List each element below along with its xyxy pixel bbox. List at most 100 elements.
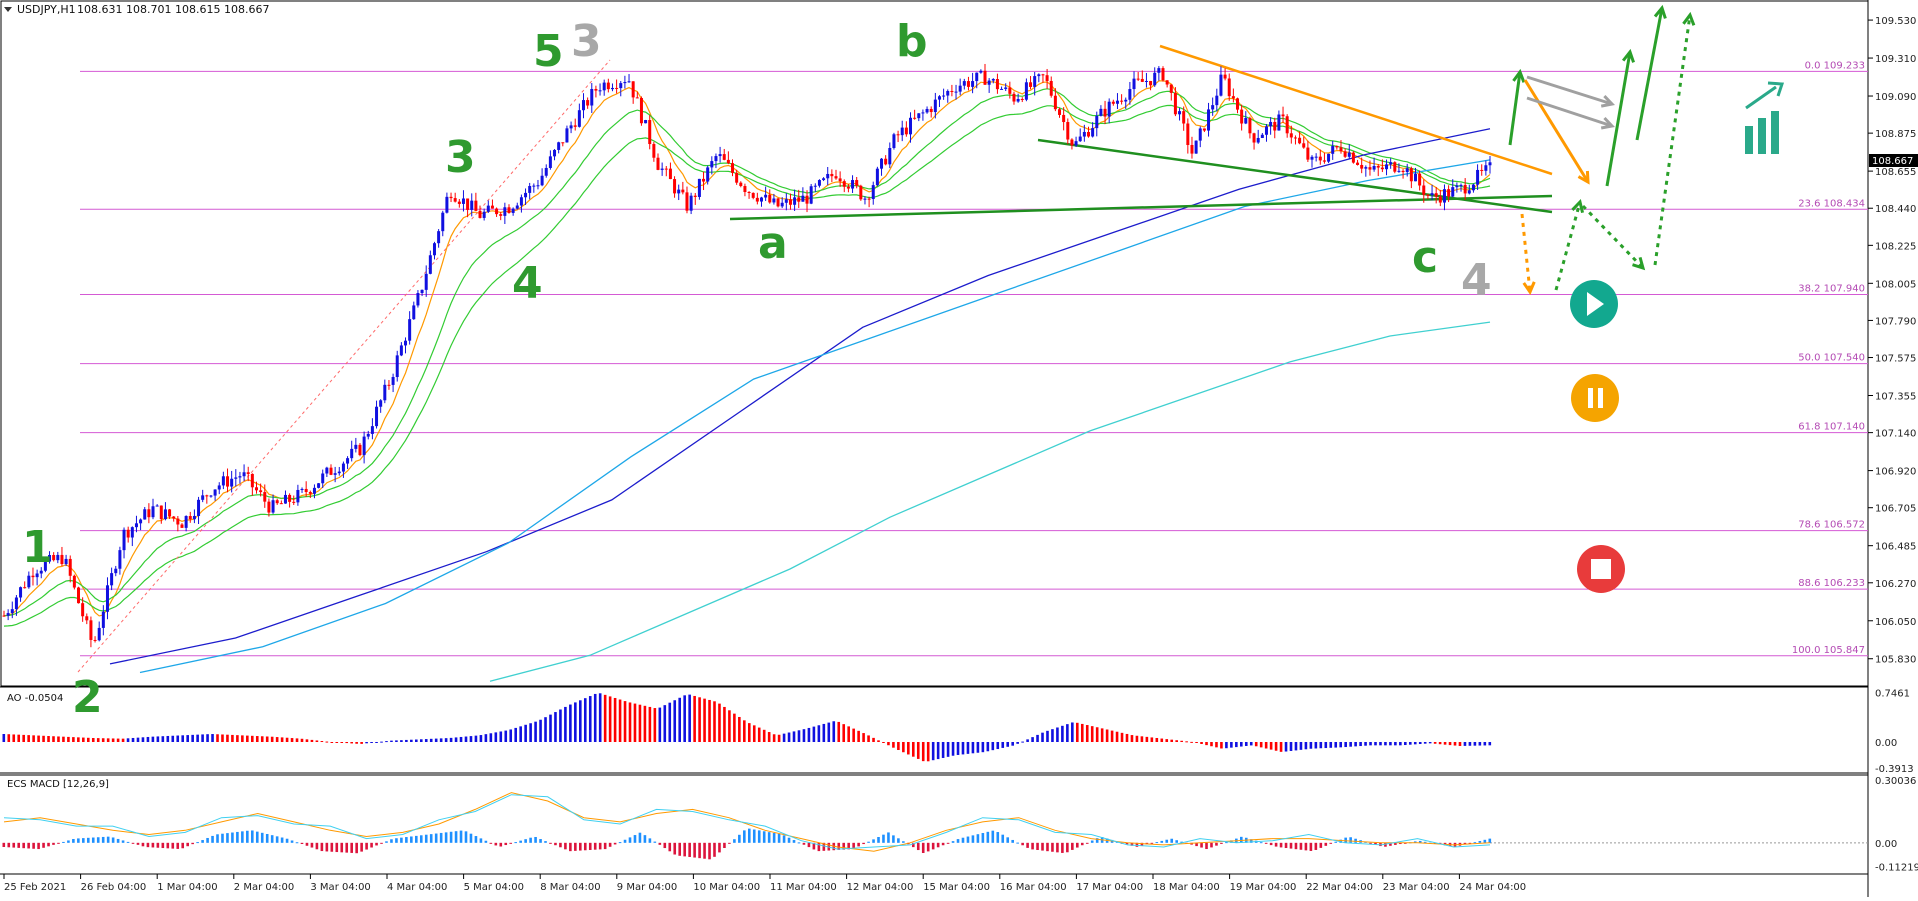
candle-body (1410, 168, 1413, 181)
macd-bar (465, 831, 468, 842)
ao-bar (987, 742, 990, 751)
pause-icon[interactable] (1571, 374, 1619, 422)
candle-body (963, 81, 966, 86)
fib-level-label: 0.0 109.233 (1805, 60, 1865, 71)
candle-body (921, 112, 924, 113)
candle-body (462, 198, 465, 203)
candle-body (1174, 93, 1177, 114)
ao-bar (206, 734, 209, 742)
price-tick-label: 109.090 (1875, 92, 1916, 103)
macd-bar (887, 832, 890, 842)
candle-body (1211, 105, 1214, 109)
ao-bar (1126, 734, 1129, 742)
ao-bar (1285, 742, 1288, 752)
macd-bar (698, 843, 701, 858)
fib-level-label: 50.0 107.540 (1798, 353, 1865, 364)
macd-bar (1225, 842, 1228, 843)
ao-bar (1444, 742, 1447, 745)
ao-bar (306, 739, 309, 742)
ao-bar (693, 696, 696, 742)
candle-body (60, 555, 63, 564)
ao-bar (475, 736, 478, 742)
ao-bar (102, 738, 105, 742)
candle-body (992, 79, 995, 81)
macd-bar (708, 843, 711, 860)
ao-bar (1160, 739, 1163, 742)
macd-bar (932, 843, 935, 850)
ao-bar (1265, 742, 1268, 748)
candle-body (1476, 170, 1479, 185)
macd-bar (92, 838, 95, 843)
ao-bar (947, 742, 950, 757)
ao-bar (1260, 742, 1263, 747)
candle-body (31, 576, 34, 577)
time-tick-label: 5 Mar 04:00 (464, 882, 524, 893)
macd-bar (17, 843, 20, 848)
macd-tick-label: 0.30036 (1875, 776, 1916, 787)
play-icon[interactable] (1570, 280, 1618, 328)
candle-body (984, 71, 987, 85)
macd-bar (897, 838, 900, 843)
ao-bar (842, 724, 845, 742)
ao-bar (1270, 742, 1273, 750)
macd-bar (947, 843, 950, 844)
candle-body (499, 214, 502, 216)
ao-bar (236, 735, 239, 742)
ao-bar (793, 731, 796, 742)
macd-bar (191, 843, 194, 844)
ao-bar (450, 738, 453, 742)
candle-body (1149, 81, 1152, 85)
candle-body (806, 196, 809, 204)
candle-body (520, 197, 523, 205)
ao-bar (857, 731, 860, 742)
candle-body (971, 81, 974, 87)
candle-body (859, 186, 862, 200)
ao-bar (1414, 742, 1417, 744)
macd-bar (157, 843, 160, 848)
macd-bar (1295, 843, 1298, 849)
candle-body (1091, 128, 1094, 136)
ao-bar (649, 707, 652, 742)
candle-body (15, 597, 18, 609)
candle-body (590, 89, 593, 106)
candle-body (938, 96, 941, 99)
candle-body (1489, 162, 1492, 165)
candle-body (56, 555, 59, 560)
macd-bar (1369, 843, 1372, 844)
candle-body (201, 495, 204, 499)
ao-bar (589, 696, 592, 742)
ao-bar (688, 695, 691, 742)
candle-body (1389, 162, 1392, 164)
fib-level-label: 78.6 106.572 (1798, 520, 1865, 531)
candle-body (334, 473, 337, 475)
candle-body (1166, 80, 1169, 84)
macd-bar (738, 835, 741, 843)
candle-body (1161, 68, 1164, 80)
candle-body (561, 142, 564, 143)
macd-bar (430, 834, 433, 843)
macd-bar (504, 843, 507, 845)
macd-bar (152, 843, 155, 848)
candle-body (301, 489, 304, 490)
macd-bar (594, 843, 597, 850)
ao-bar (892, 742, 895, 748)
macd-bar (87, 838, 90, 843)
ao-bar (147, 737, 150, 742)
candle-body (416, 293, 419, 305)
candle-body (897, 134, 900, 135)
candle-body (222, 476, 225, 485)
price-tick-label: 106.485 (1875, 542, 1916, 553)
candle-body (408, 319, 411, 341)
ao-bar (828, 723, 831, 742)
ao-bar (455, 737, 458, 742)
stop-icon[interactable] (1577, 545, 1625, 593)
ao-bar (713, 701, 716, 742)
candle-body (822, 178, 825, 180)
candle-body (1269, 122, 1272, 126)
candle-body (1058, 109, 1061, 115)
candle-body (1360, 165, 1363, 169)
ao-bar (1245, 742, 1248, 746)
candle-body (89, 620, 92, 640)
ao-bar (783, 734, 786, 742)
ao-bar (27, 735, 30, 742)
